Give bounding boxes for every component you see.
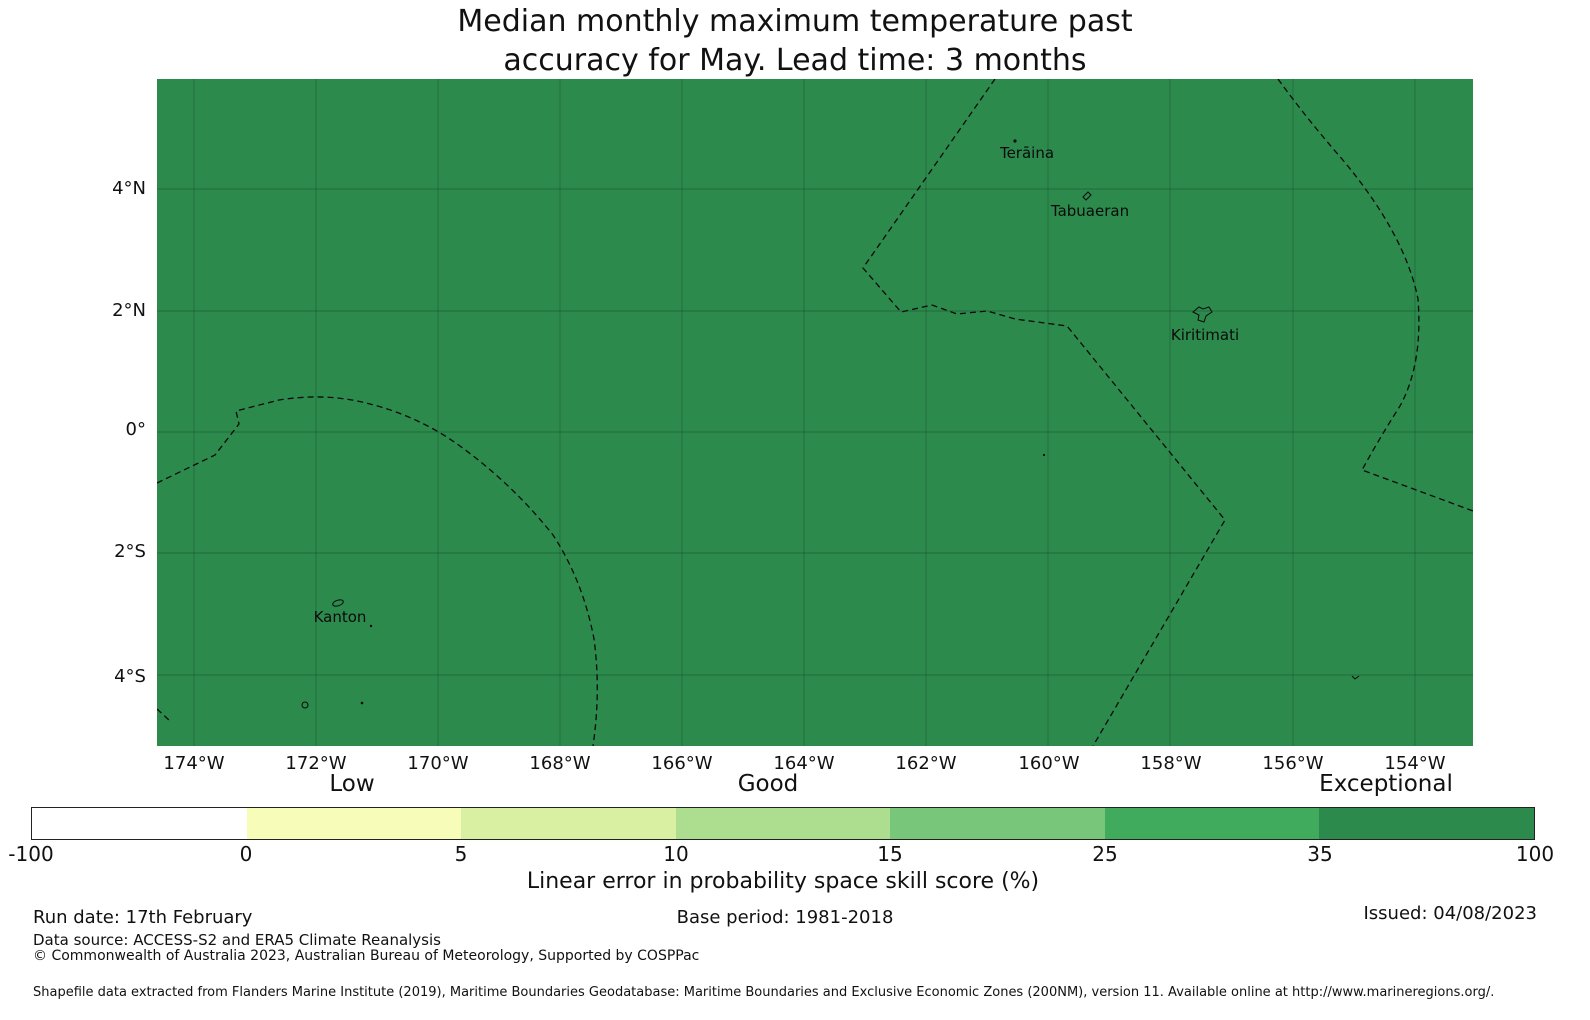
issued-text: Issued: 04/08/2023 [1363,903,1537,924]
colorbar-segment-1 [32,808,247,839]
island-label-kiritimati: Kiritimati [1170,326,1240,344]
lat-tick-0: 0° [125,419,146,440]
lon-tick-154w: 154°W [1384,753,1446,774]
lon-tick-162w: 162°W [895,753,957,774]
lon-tick-164w: 164°W [773,753,835,774]
tabuaeran-island [1082,191,1092,201]
lat-tick-4s: 4°S [114,666,146,687]
colorbar-segment-7 [1319,808,1535,839]
small-island-dot-3 [1042,453,1046,457]
eez-line-islands-east [1277,79,1473,512]
lon-tick-158w: 158°W [1140,753,1202,774]
lat-tick-4n: 4°N [112,178,146,199]
small-atoll-ring [301,701,309,709]
lon-tick-156w: 156°W [1262,753,1324,774]
colorbar-tick-25: 25 [1092,842,1118,866]
lon-tick-174w: 174°W [163,753,225,774]
colorbar-tick-100: 100 [1515,842,1555,866]
eez-line-islands-west [862,79,1226,746]
colorbar-segment-2 [246,808,462,839]
colorbar-segment-4 [675,808,891,839]
kiritimati-island [1192,306,1213,323]
eez-corner-stub [157,708,171,722]
colorbar-tick-15: 15 [877,842,903,866]
island-label-kanton: Kanton [313,608,367,626]
base-period-text: Base period: 1981-2018 [676,907,894,928]
small-island-dot-2 [360,701,364,705]
scale-label-exceptional: Exceptional [1319,771,1453,797]
lon-tick-170w: 170°W [407,753,469,774]
title-line-2: accuracy for May. Lead time: 3 months [503,43,1087,78]
kanton-island [332,599,344,607]
teraina-island [1013,139,1017,143]
colorbar-tick-35: 35 [1307,842,1333,866]
eez-boundary-lines [157,79,1473,746]
data-source-text: Data source: ACCESS-S2 and ERA5 Climate … [33,931,441,949]
scale-label-low: Low [329,771,375,797]
small-island-dot-1 [369,624,373,628]
lon-tick-166w: 166°W [651,753,713,774]
colorbar-tick-10: 10 [663,842,689,866]
shapefile-note-text: Shapefile data extracted from Flanders M… [33,985,1495,1000]
small-island-southeast [1351,675,1360,680]
grid-lines [157,79,1473,746]
map-svg [157,79,1473,746]
lon-tick-172w: 172°W [285,753,347,774]
run-date-text: Run date: 17th February [33,907,253,928]
colorbar [31,807,1535,840]
lat-tick-2s: 2°S [114,541,146,562]
colorbar-segment-5 [890,808,1105,839]
colorbar-axis-label: Linear error in probability space skill … [526,869,1040,894]
island-label-tabuaeran: Tabuaeran [1050,202,1130,220]
scale-label-good: Good [737,771,799,797]
colorbar-tick-neg100: -100 [8,842,54,866]
colorbar-tick-0: 0 [239,842,253,866]
island-shapes [301,139,1360,709]
lat-tick-2n: 2°N [112,300,146,321]
map-plot-area: Terāina Tabuaeran Kiritimati Kanton [157,79,1473,746]
page-title: Median monthly maximum temperature past … [0,2,1590,80]
colorbar-tick-5: 5 [454,842,468,866]
colorbar-segment-3 [461,808,676,839]
title-line-1: Median monthly maximum temperature past [457,4,1133,39]
lon-tick-168w: 168°W [529,753,591,774]
lon-tick-160w: 160°W [1018,753,1080,774]
colorbar-segment-6 [1104,808,1320,839]
copyright-text: © Commonwealth of Australia 2023, Austra… [33,948,700,964]
island-label-teraina: Terāina [999,144,1055,162]
eez-phoenix-islands [157,396,598,746]
